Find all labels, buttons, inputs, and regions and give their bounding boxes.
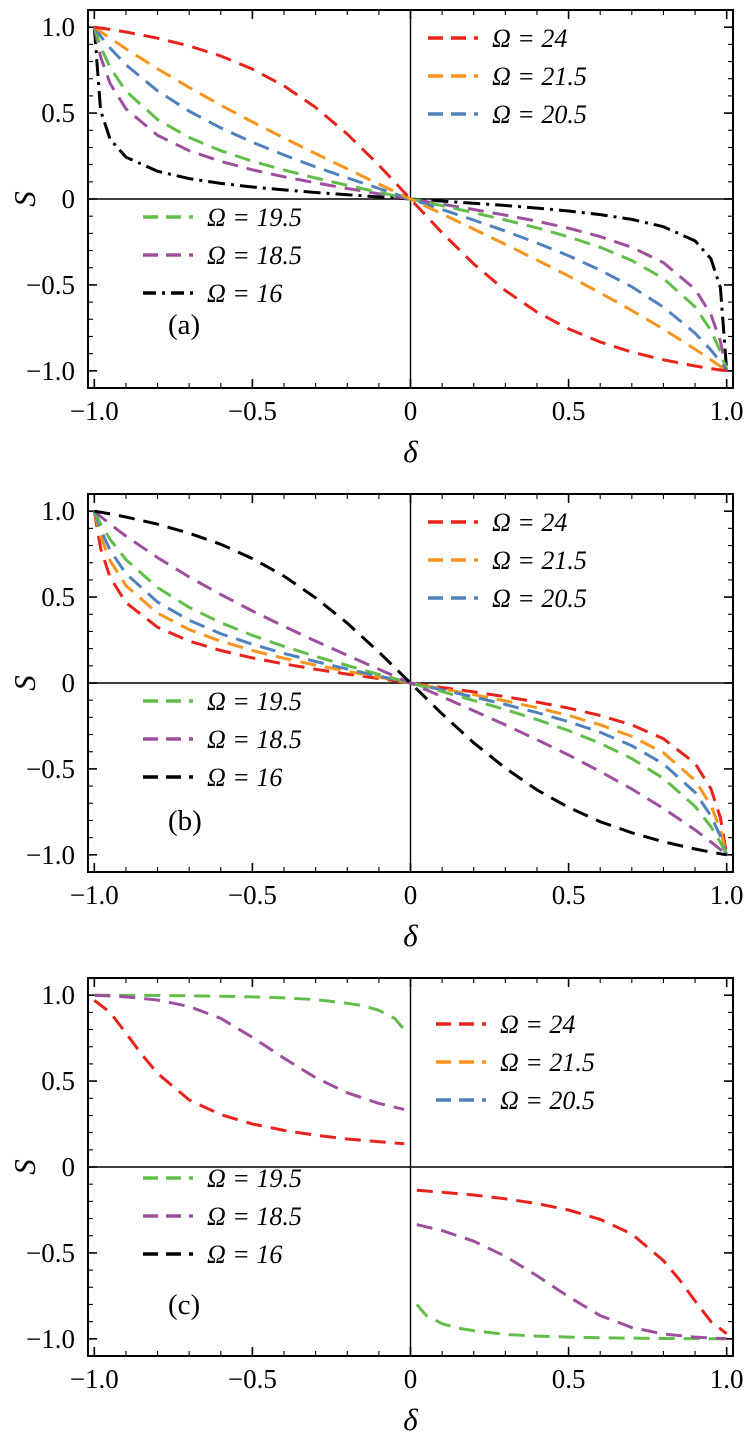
legend-label: Ω = 16 [207, 279, 282, 308]
x-tick-label: 0 [404, 396, 418, 426]
curves [93, 993, 728, 1341]
curve-19.5 [415, 1303, 727, 1341]
tick-labels: −1.0 −0.5 0 0.5 1.0 −1.0 −0.5 0 0.5 1.0 [26, 980, 744, 1394]
curves [92, 509, 729, 857]
curve-24 [416, 1188, 728, 1335]
y-tick-label: 0.5 [41, 1066, 75, 1096]
y-axis-label: S [7, 675, 42, 691]
legend-lower: Ω = 19.5 Ω = 18.5 Ω = 16 [143, 203, 302, 308]
x-tick-label: 0.5 [552, 1364, 586, 1394]
legend-label: Ω = 20.5 [492, 100, 587, 129]
curve-19.5 [92, 510, 729, 856]
legend-label: Ω = 24 [492, 508, 567, 537]
legend-label: Ω = 24 [500, 1010, 575, 1039]
tick-labels: −1.0 −0.5 0 0.5 1.0 −1.0 −0.5 0 0.5 1.0 [26, 12, 744, 426]
panel-label: (b) [168, 805, 202, 837]
y-tick-label: 0 [62, 184, 76, 214]
x-tick-label: 0.5 [552, 396, 586, 426]
x-axis-label: δ [403, 1402, 418, 1437]
plot-frame [87, 977, 734, 1357]
zero-axes [88, 978, 733, 1356]
y-tick-label: 1.0 [41, 496, 75, 526]
x-axis-label: δ [403, 434, 418, 469]
y-tick-label: −0.5 [26, 270, 75, 300]
curve-16 [94, 509, 727, 857]
legend-upper: Ω = 24 Ω = 21.5 Ω = 20.5 [428, 508, 587, 613]
curves [92, 25, 729, 373]
x-axis-label: δ [403, 918, 418, 953]
legend-lower: Ω = 19.5 Ω = 18.5 Ω = 16 [143, 1164, 302, 1269]
legend-label: Ω = 21.5 [492, 546, 587, 575]
x-tick-label: −1.0 [70, 880, 119, 910]
x-tick-label: −0.5 [228, 1364, 277, 1394]
y-tick-label: 0.5 [41, 582, 75, 612]
plot-frame [87, 493, 734, 873]
y-axis-label: S [7, 191, 42, 207]
legend-label: Ω = 24 [492, 24, 567, 53]
x-tick-label: 1.0 [710, 880, 744, 910]
panel-label: (c) [168, 1289, 200, 1321]
x-tick-label: −0.5 [228, 396, 277, 426]
x-tick-label: 0.5 [552, 880, 586, 910]
curve-18.5 [93, 510, 728, 856]
legend-lower: Ω = 19.5 Ω = 18.5 Ω = 16 [143, 687, 302, 792]
x-tick-label: 0 [404, 880, 418, 910]
y-tick-label: −0.5 [26, 754, 75, 784]
x-tick-label: 1.0 [710, 396, 744, 426]
x-tick-label: −1.0 [70, 396, 119, 426]
legend-upper: Ω = 24 Ω = 21.5 Ω = 20.5 [428, 24, 587, 129]
y-tick-label: 1.0 [41, 980, 75, 1010]
curve-24 [94, 25, 727, 373]
legend-label: Ω = 20.5 [492, 584, 587, 613]
curve-21.5 [93, 25, 728, 373]
y-axis-label: S [7, 1159, 42, 1175]
x-tick-label: −0.5 [228, 880, 277, 910]
x-tick-label: −1.0 [70, 1364, 119, 1394]
panel-label: (a) [168, 309, 200, 341]
legend-label: Ω = 18.5 [207, 1202, 302, 1231]
y-tick-label: 0.5 [41, 98, 75, 128]
plot-frame [87, 9, 734, 389]
y-tick-label: −1.0 [26, 356, 75, 386]
legend-label: Ω = 21.5 [492, 62, 587, 91]
legend-label: Ω = 19.5 [207, 687, 302, 716]
y-tick-label: 0 [62, 668, 76, 698]
legend-label: Ω = 21.5 [500, 1048, 595, 1077]
curve-18.5 [92, 26, 729, 372]
legend-label: Ω = 16 [207, 763, 282, 792]
y-tick-label: −0.5 [26, 1238, 75, 1268]
x-tick-label: 1.0 [710, 1364, 744, 1394]
legend-upper: Ω = 24 Ω = 21.5 Ω = 20.5 [436, 1010, 595, 1115]
y-tick-label: −1.0 [26, 840, 75, 870]
y-tick-label: 1.0 [41, 12, 75, 42]
curve-18.5 [94, 993, 405, 1111]
legend-label: Ω = 16 [207, 1240, 282, 1269]
curve-24 [93, 999, 405, 1146]
curve-19.5 [94, 993, 406, 1031]
curve-24 [92, 510, 729, 856]
curve-18.5 [416, 1223, 727, 1341]
tick-labels: −1.0 −0.5 0 0.5 1.0 −1.0 −0.5 0 0.5 1.0 [26, 496, 744, 910]
legend-label: Ω = 19.5 [207, 203, 302, 232]
y-tick-label: −1.0 [26, 1324, 75, 1354]
curve-20.5 [93, 26, 728, 372]
y-tick-label: 0 [62, 1152, 76, 1182]
legend-label: Ω = 19.5 [207, 1164, 302, 1193]
legend-label: Ω = 18.5 [207, 241, 302, 270]
legend-label: Ω = 18.5 [207, 725, 302, 754]
legend-label: Ω = 20.5 [500, 1086, 595, 1115]
x-tick-label: 0 [404, 1364, 418, 1394]
